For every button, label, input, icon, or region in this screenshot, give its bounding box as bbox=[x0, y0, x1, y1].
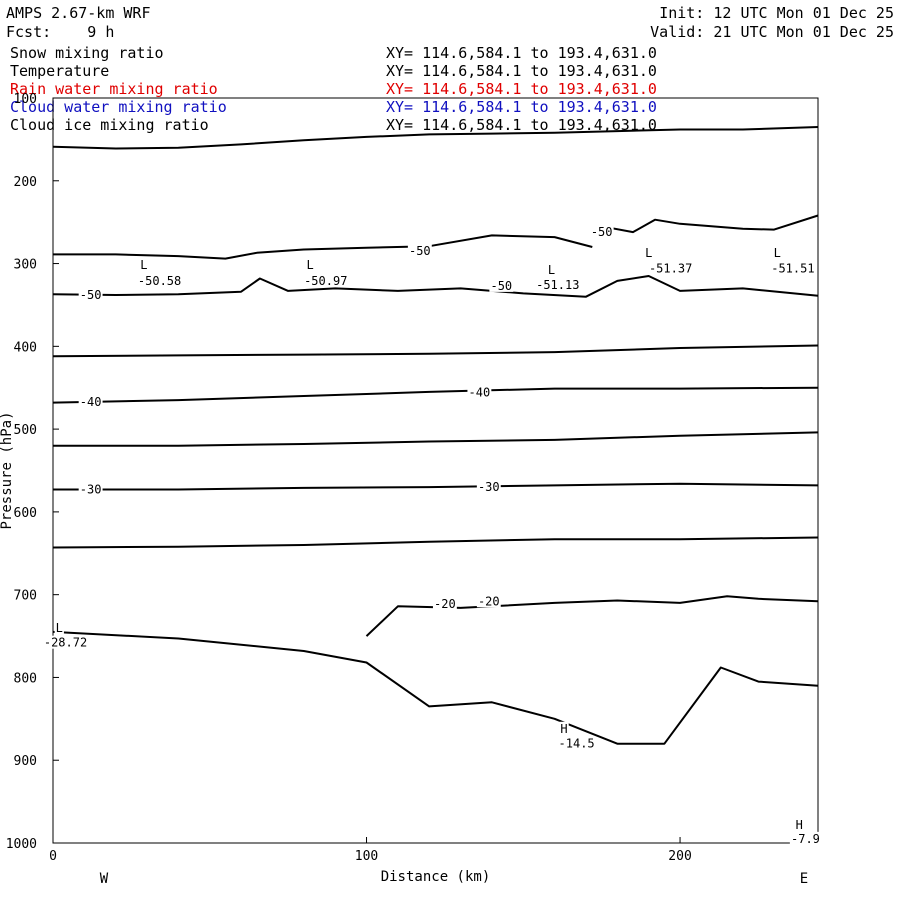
y-tick-label: 700 bbox=[14, 589, 37, 604]
contour-annotation-bg bbox=[136, 273, 183, 287]
contour-line-7 bbox=[53, 482, 819, 491]
forecast-hour: Fcst: 9 h bbox=[6, 23, 115, 41]
contour-annotation: -14.5 bbox=[559, 737, 595, 751]
contour-annotation: -50.58 bbox=[138, 274, 181, 288]
valid-time: Valid: 21 UTC Mon 01 Dec 25 bbox=[650, 23, 894, 41]
contour-annotation-bg bbox=[42, 635, 89, 649]
plot-frame bbox=[52, 97, 819, 844]
contour-annotation-bg bbox=[432, 596, 457, 610]
field-xy-rain: XY= 114.6,584.1 to 193.4,631.0 bbox=[386, 80, 657, 98]
x-tick-label: 100 bbox=[355, 849, 378, 864]
init-time: Init: 12 UTC Mon 01 Dec 25 bbox=[659, 4, 894, 22]
field-label-cloud-ice: Cloud ice mixing ratio bbox=[10, 116, 209, 134]
contour-annotation: L bbox=[548, 263, 555, 277]
contour-annotation: -51.51 bbox=[771, 262, 814, 276]
contour-annotation: -51.13 bbox=[536, 278, 579, 292]
y-tick-label: 500 bbox=[14, 423, 37, 438]
contour-line-1 bbox=[53, 234, 593, 260]
field-label-snow: Snow mixing ratio bbox=[10, 44, 164, 62]
contour-annotation: -7.9 bbox=[791, 832, 820, 846]
contour-annotation-bg bbox=[302, 273, 349, 287]
contour-annotation: -50 bbox=[490, 279, 512, 293]
contour-annotation: -40 bbox=[80, 395, 102, 409]
contour-annotation-bg bbox=[489, 278, 514, 292]
contour-annotation: -51.37 bbox=[649, 262, 692, 276]
contour-annotation: -30 bbox=[80, 483, 102, 497]
contour-annotation: -30 bbox=[478, 480, 500, 494]
contour-annotation-bg bbox=[305, 258, 315, 272]
x-tick-label: 0 bbox=[49, 849, 57, 864]
contour-annotation-bg bbox=[546, 263, 557, 277]
contour-annotation: L bbox=[774, 246, 781, 260]
y-tick-label: 800 bbox=[14, 671, 37, 686]
contour-line-3 bbox=[52, 275, 819, 298]
contour-annotation-bg bbox=[476, 594, 501, 608]
field-xy-cloud-ice: XY= 114.6,584.1 to 193.4,631.0 bbox=[386, 116, 657, 134]
contour-annotation: L bbox=[645, 246, 652, 260]
contour-annotation-bg bbox=[794, 817, 804, 831]
contour-line-0 bbox=[52, 126, 819, 150]
contour-annotation: H bbox=[796, 818, 803, 832]
contour-annotation: L bbox=[306, 258, 313, 272]
contour-annotation: -50 bbox=[80, 288, 102, 302]
contour-line-10 bbox=[52, 630, 819, 745]
contour-annotation-bg bbox=[139, 258, 149, 272]
contour-annotation-bg bbox=[789, 831, 822, 845]
y-tick-label: 900 bbox=[14, 754, 37, 769]
contour-annotation-bg bbox=[770, 261, 816, 275]
contour-annotation: -20 bbox=[434, 597, 456, 611]
contour-annotation-bg bbox=[647, 261, 694, 275]
y-tick-label: 100 bbox=[14, 92, 37, 107]
y-tick-label: 400 bbox=[14, 340, 37, 355]
y-tick-label: 600 bbox=[14, 506, 37, 521]
y-axis-label: Pressure (hPa) bbox=[0, 411, 15, 529]
contour-annotation-bg bbox=[407, 244, 432, 258]
y-tick-label: 300 bbox=[14, 258, 37, 273]
field-label-temperature: Temperature bbox=[10, 62, 110, 80]
contour-annotation-bg bbox=[78, 394, 103, 408]
contour-annotation-bg bbox=[467, 385, 492, 399]
contour-line-9 bbox=[365, 595, 819, 637]
contour-line-6 bbox=[53, 431, 819, 447]
contour-line-5 bbox=[52, 386, 819, 404]
contour-annotation-bg bbox=[559, 721, 569, 735]
field-xy-temperature: XY= 114.6,584.1 to 193.4,631.0 bbox=[386, 62, 657, 80]
west-label: W bbox=[100, 871, 109, 887]
contour-annotation: -50 bbox=[409, 244, 431, 258]
contour-annotation: L bbox=[140, 258, 147, 272]
contour-line-4 bbox=[52, 344, 819, 358]
contour-annotation-bg bbox=[534, 278, 581, 292]
field-xy-snow: XY= 114.6,584.1 to 193.4,631.0 bbox=[386, 44, 657, 62]
contour-annotation: -50 bbox=[591, 225, 613, 239]
y-tick-label: 200 bbox=[14, 175, 37, 190]
x-axis-label: Distance (km) bbox=[381, 869, 491, 885]
east-label: E bbox=[800, 871, 808, 887]
contour-annotation-bg bbox=[557, 736, 596, 750]
contour-annotation-bg bbox=[589, 225, 614, 239]
contour-annotation: -40 bbox=[469, 386, 491, 400]
contour-annotation-bg bbox=[644, 245, 654, 259]
contour-annotation-bg bbox=[476, 480, 501, 494]
contour-annotation: -28.72 bbox=[44, 636, 87, 650]
contour-annotation-bg bbox=[54, 620, 64, 634]
contour-annotation-bg bbox=[78, 482, 103, 496]
y-tick-label: 1000 bbox=[6, 837, 37, 852]
model-title: AMPS 2.67-km WRF bbox=[6, 4, 151, 22]
field-label-rain: Rain water mixing ratio bbox=[10, 80, 218, 98]
contour-annotation: -20 bbox=[478, 594, 500, 608]
contour-annotation-bg bbox=[78, 288, 103, 302]
field-label-cloud-water: Cloud water mixing ratio bbox=[10, 98, 227, 116]
contour-annotation-bg bbox=[772, 245, 782, 259]
contour-annotation: -50.97 bbox=[304, 274, 347, 288]
contour-annotation: L bbox=[56, 621, 63, 635]
contour-line-8 bbox=[52, 536, 819, 549]
x-tick-label: 200 bbox=[668, 849, 691, 864]
field-xy-cloud-water: XY= 114.6,584.1 to 193.4,631.0 bbox=[386, 98, 657, 116]
contour-annotation: H bbox=[560, 722, 567, 736]
contour-line-2 bbox=[601, 214, 819, 234]
